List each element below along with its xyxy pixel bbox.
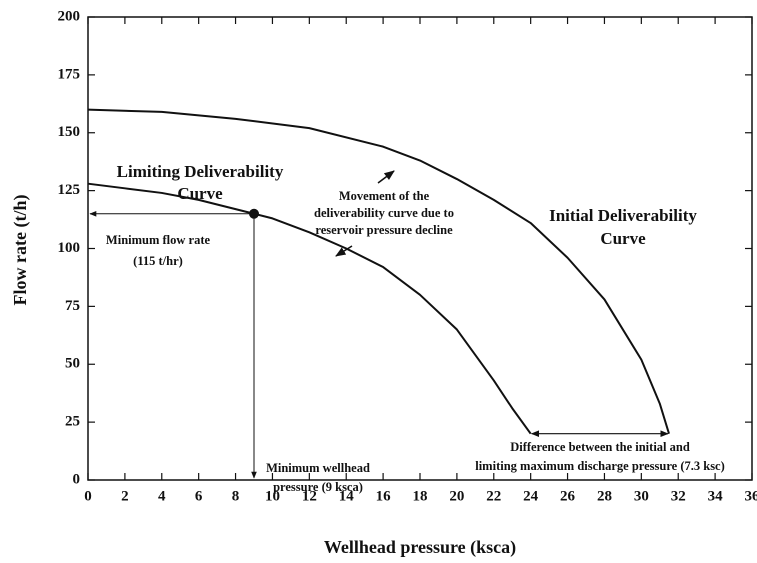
x-tick-label: 24	[523, 488, 539, 504]
y-tick-label: 175	[58, 66, 81, 82]
y-tick-label: 25	[65, 414, 80, 430]
x-tick-label: 28	[597, 488, 612, 504]
y-tick-label: 200	[58, 8, 81, 24]
series-line	[87, 108, 670, 434]
plot-frame	[87, 16, 753, 481]
y-tick-label: 125	[58, 182, 81, 198]
y-axis-label: Flow rate (t/h)	[10, 195, 31, 306]
x-tick-label: 18	[413, 488, 428, 504]
annotation: Movement of the	[339, 189, 430, 203]
movement-arrow	[377, 170, 395, 184]
x-axis-label: Wellhead pressure (ksca)	[324, 537, 516, 558]
y-tick-label: 150	[58, 124, 81, 140]
annotation: limiting maximum discharge pressure (7.3…	[475, 459, 725, 473]
annotation: Limiting Deliverability	[117, 162, 284, 181]
annotation: Difference between the initial and	[510, 440, 690, 454]
annotation: Curve	[177, 184, 223, 203]
x-tick-label: 20	[449, 488, 464, 504]
x-tick-label: 0	[84, 488, 92, 504]
x-tick-label: 22	[486, 488, 501, 504]
x-tick-label: 4	[158, 488, 166, 504]
y-tick-label: 75	[65, 298, 80, 314]
annotation: (115 t/hr)	[133, 254, 183, 268]
x-tick-label: 6	[195, 488, 203, 504]
annotation: Minimum flow rate	[106, 233, 211, 247]
x-tick-label: 14	[339, 488, 355, 504]
x-tick-label: 10	[265, 488, 280, 504]
x-tick-label: 26	[560, 488, 576, 504]
y-tick-label: 100	[58, 240, 81, 256]
x-tick-label: 34	[708, 488, 724, 504]
annotation: Minimum wellhead	[266, 461, 370, 475]
x-tick-label: 8	[232, 488, 240, 504]
x-tick-label: 32	[671, 488, 686, 504]
x-tick-label: 36	[745, 488, 757, 504]
annotation: pressure (9 ksca)	[273, 480, 363, 494]
annotation: reservoir pressure decline	[315, 223, 453, 237]
y-tick-label: 0	[73, 471, 81, 487]
annotation: Initial Deliverability	[549, 206, 697, 225]
x-tick-label: 30	[634, 488, 649, 504]
operating-point	[249, 208, 259, 219]
x-tick-label: 2	[121, 488, 129, 504]
annotation: deliverability curve due to	[314, 206, 454, 220]
x-tick-label: 12	[302, 488, 317, 504]
y-tick-label: 50	[65, 356, 80, 372]
series-line	[87, 182, 532, 435]
x-tick-label: 16	[376, 488, 392, 504]
movement-arrow	[335, 245, 353, 257]
annotation: Curve	[600, 229, 646, 248]
